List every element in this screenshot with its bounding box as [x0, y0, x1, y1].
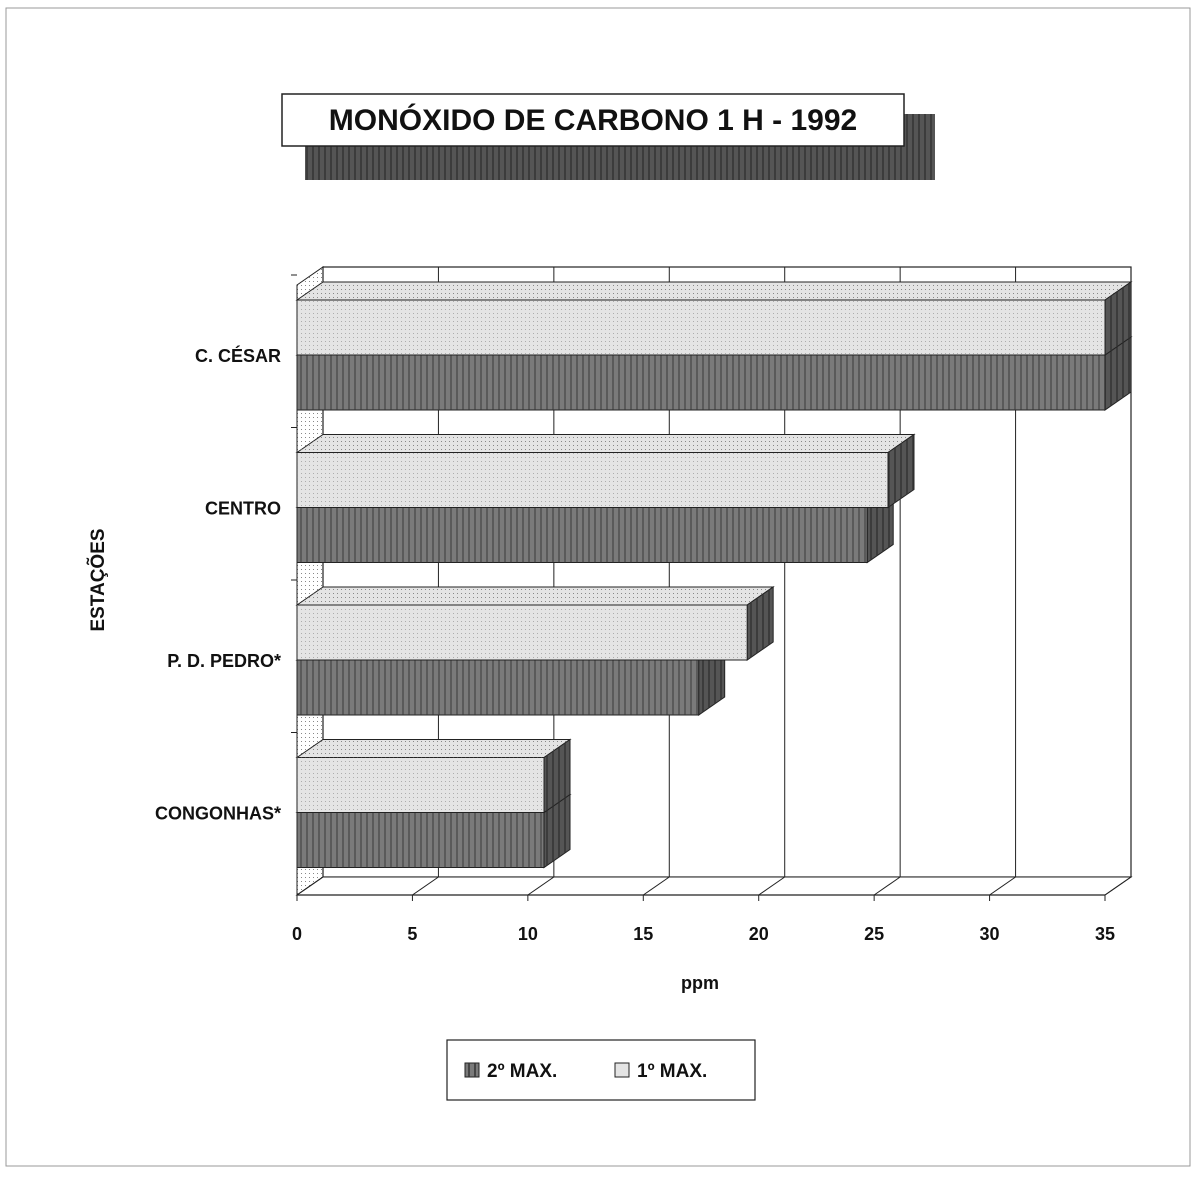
bar-front-texture [297, 452, 888, 508]
y-tick-label: CONGONHAS* [155, 804, 281, 824]
bar-side-texture [1105, 282, 1131, 355]
floor-grid-line [412, 876, 439, 896]
y-axis-label: ESTAÇÕES [87, 528, 109, 631]
legend-box [446, 1039, 756, 1101]
bar [295, 433, 916, 509]
floor-grid-line [527, 876, 555, 896]
bar-side-texture [747, 587, 774, 660]
x-tick-label: 15 [633, 924, 653, 944]
bar-top-texture [297, 587, 774, 605]
bar [295, 281, 1133, 356]
bar-side-texture [887, 434, 914, 508]
page-frame [5, 7, 1191, 1167]
x-tick-label: 30 [980, 924, 1000, 944]
floor-grid-line [873, 876, 901, 896]
bar [295, 586, 775, 661]
legend-label: 2º MAX. [487, 1061, 557, 1082]
plot-area: 0 5 10 15 20 25 30 35 C. CÉSAR CENTRO P. D. PEDRO*… [155, 266, 1133, 944]
x-tick-label: 10 [518, 924, 538, 944]
legend-swatch-texture [465, 1063, 479, 1077]
floor-grid-line [758, 876, 785, 896]
legend: 2º MAX. 1º MAX. [464, 1061, 707, 1082]
y-tick-label: CENTRO [205, 499, 281, 519]
bar-top-texture [297, 282, 1131, 300]
y-tick-label: P. D. PEDRO* [167, 651, 281, 671]
bar-front-texture [297, 605, 748, 660]
floor-grid-line [643, 876, 670, 896]
bar-front-texture [297, 660, 699, 715]
bar-side-texture [544, 794, 571, 868]
x-tick-label: 5 [407, 924, 417, 944]
floor [295, 876, 1133, 896]
bar-side-texture [544, 739, 571, 813]
legend-swatch [614, 1062, 630, 1078]
x-axis-label: ppm [681, 973, 719, 993]
title-box [281, 93, 905, 147]
bar-front-texture [297, 355, 1105, 410]
legend-label: 1º MAX. [637, 1061, 707, 1082]
floor-grid-line [296, 876, 324, 896]
bar-front-texture [297, 507, 868, 563]
bar-side-texture [1105, 337, 1131, 410]
floor-grid-line [1104, 876, 1132, 896]
bar-top-texture [297, 739, 571, 758]
bar-front-texture [297, 300, 1105, 355]
x-tick-label: 20 [749, 924, 769, 944]
bar-front-texture [297, 812, 545, 868]
y-tick-label: C. CÉSAR [195, 345, 281, 366]
chart-title: MONÓXIDO DE CARBONO 1 H - 1992 [329, 103, 857, 137]
bar-top-texture [297, 434, 914, 453]
bar [295, 738, 572, 814]
x-tick-label: 0 [292, 924, 302, 944]
x-tick-label: 35 [1095, 924, 1115, 944]
floor-grid-line [989, 876, 1016, 896]
bar-front-texture [297, 757, 545, 813]
x-tick-label: 25 [864, 924, 884, 944]
